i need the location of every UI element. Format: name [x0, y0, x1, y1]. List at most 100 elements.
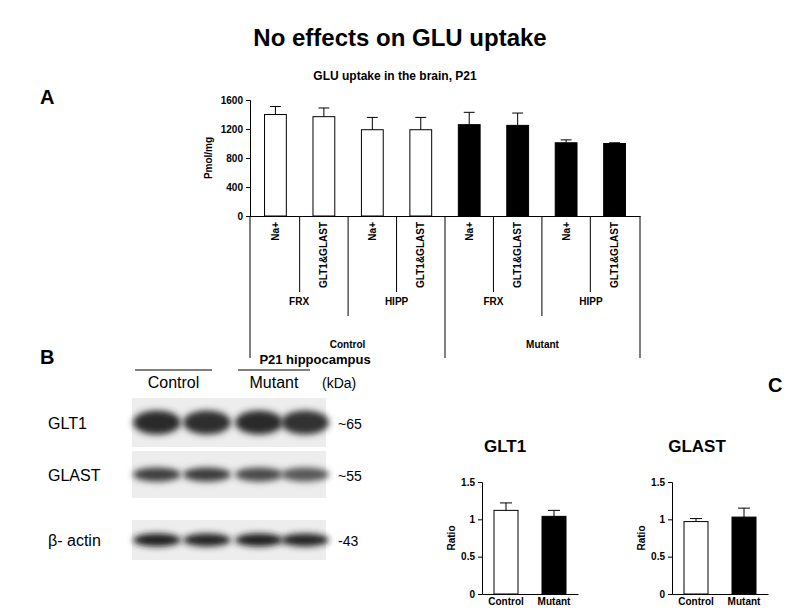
y-tick: 0.5 [461, 551, 482, 562]
y-tick-label: 0.5 [461, 551, 475, 562]
error-bar [318, 108, 329, 117]
category-separator [348, 216, 349, 316]
lane-group-line [238, 370, 310, 371]
blot-band [281, 411, 329, 435]
size-unit: (kDa) [322, 375, 356, 391]
bars [265, 107, 626, 216]
y-tick-mark [478, 557, 482, 558]
y-tick: 1 [659, 514, 672, 525]
x-tick-label: Control [678, 596, 714, 607]
blot-band [281, 534, 329, 547]
y-axis-line [668, 483, 673, 595]
panel-label: B [40, 346, 54, 368]
tissue-label: FRX [483, 296, 503, 307]
y-tick: 1200 [221, 124, 250, 135]
bars [684, 508, 756, 594]
lane-label: Control [148, 374, 200, 391]
x-tick-label: Na+ [367, 222, 378, 241]
y-tick: 1600 [221, 95, 250, 106]
x-tick: Na+ [367, 222, 378, 241]
x-tick-label: Na+ [464, 222, 475, 241]
error-bar [415, 117, 426, 129]
y-tick: 800 [226, 153, 250, 164]
x-tick-label: GLT1&GLAST [512, 222, 523, 288]
y-tick: 400 [226, 182, 250, 193]
bar [732, 517, 756, 594]
category-separator [250, 216, 251, 358]
error-bar [548, 510, 560, 516]
tissue-label: HIPP [385, 296, 409, 307]
category-separator [541, 216, 542, 316]
blot-band [281, 468, 329, 482]
y-tick-mark [668, 594, 672, 595]
x-tick-label: GLT1&GLAST [415, 222, 426, 288]
x-tick: GLT1&GLAST [318, 222, 329, 288]
x-tick: GLT1&GLAST [415, 222, 426, 288]
x-tick-label: Mutant [728, 596, 761, 607]
category-separator [640, 216, 641, 358]
x-axis-line [673, 594, 769, 595]
blot-row-size: -43 [338, 533, 358, 549]
error-bar [270, 107, 281, 115]
error-bar [690, 519, 702, 522]
bar [542, 516, 566, 594]
y-tick-label: 1.5 [651, 477, 665, 488]
bar-chart: GLASTRatio00.511.5ControlMutant [636, 437, 769, 607]
western-blot: P21 hippocampusControlMutant(kDa)GLT1~65… [48, 352, 371, 560]
y-tick-mark [668, 557, 672, 558]
group-label: Control [330, 339, 366, 350]
y-tick-label: 0 [469, 589, 475, 600]
y-tick: 1 [469, 514, 482, 525]
bar-chart: GLU uptake in the brain, P21Pmol/mg04008… [203, 69, 641, 358]
blot-title: P21 hippocampus [259, 352, 370, 367]
y-axis-title: Ratio [636, 526, 647, 551]
y-axis-line [478, 483, 483, 595]
y-tick: 0 [659, 589, 672, 600]
bar [361, 130, 383, 216]
y-tick-mark [246, 129, 250, 130]
x-tick-label: Control [488, 596, 524, 607]
blot-row-label: GLT1 [48, 415, 87, 432]
y-tick-label: 800 [226, 153, 243, 164]
y-axis-title: Pmol/mg [203, 137, 214, 179]
y-tick-label: 1600 [221, 95, 244, 106]
y-tick: 0 [237, 211, 250, 222]
lane-label: Mutant [250, 374, 299, 391]
error-bar [367, 117, 378, 129]
y-tick: 0.5 [651, 551, 672, 562]
x-tick: Na+ [561, 222, 572, 241]
blot-band [235, 468, 283, 482]
tissue-label: HIPP [579, 296, 603, 307]
y-tick-mark [246, 216, 250, 217]
y-tick-mark [668, 519, 672, 520]
x-tick-label: Mutant [538, 596, 571, 607]
x-tick-label: Na+ [270, 222, 281, 241]
bars [494, 503, 566, 594]
x-tick: Mutant [538, 596, 571, 607]
figure-title: No effects on GLU uptake [253, 24, 546, 51]
blot-band [133, 468, 181, 482]
y-tick: 1.5 [461, 477, 482, 488]
blot-band [183, 411, 231, 435]
bar [507, 125, 529, 216]
y-axis-title: Ratio [446, 526, 457, 551]
y-tick: 1.5 [651, 477, 672, 488]
x-tick-label: Na+ [561, 222, 572, 241]
blot-band [235, 534, 283, 547]
bar [458, 125, 480, 216]
error-bar [738, 508, 750, 517]
x-axis: Control Mutant [673, 595, 769, 608]
x-tick: Control [488, 596, 524, 607]
category-separator [396, 216, 397, 292]
x-tick-label: GLT1&GLAST [609, 222, 620, 288]
x-tick: GLT1&GLAST [609, 222, 620, 288]
y-tick-label: 0 [237, 211, 243, 222]
panel-label: C [768, 374, 782, 396]
blot-band [183, 534, 231, 547]
bar [604, 144, 626, 217]
y-tick-mark [478, 482, 482, 483]
bar [494, 510, 518, 594]
y-tick-label: 1 [469, 514, 475, 525]
y-axis: 0 0.5 1 1.5 [651, 477, 672, 600]
y-tick-label: 400 [226, 182, 243, 193]
